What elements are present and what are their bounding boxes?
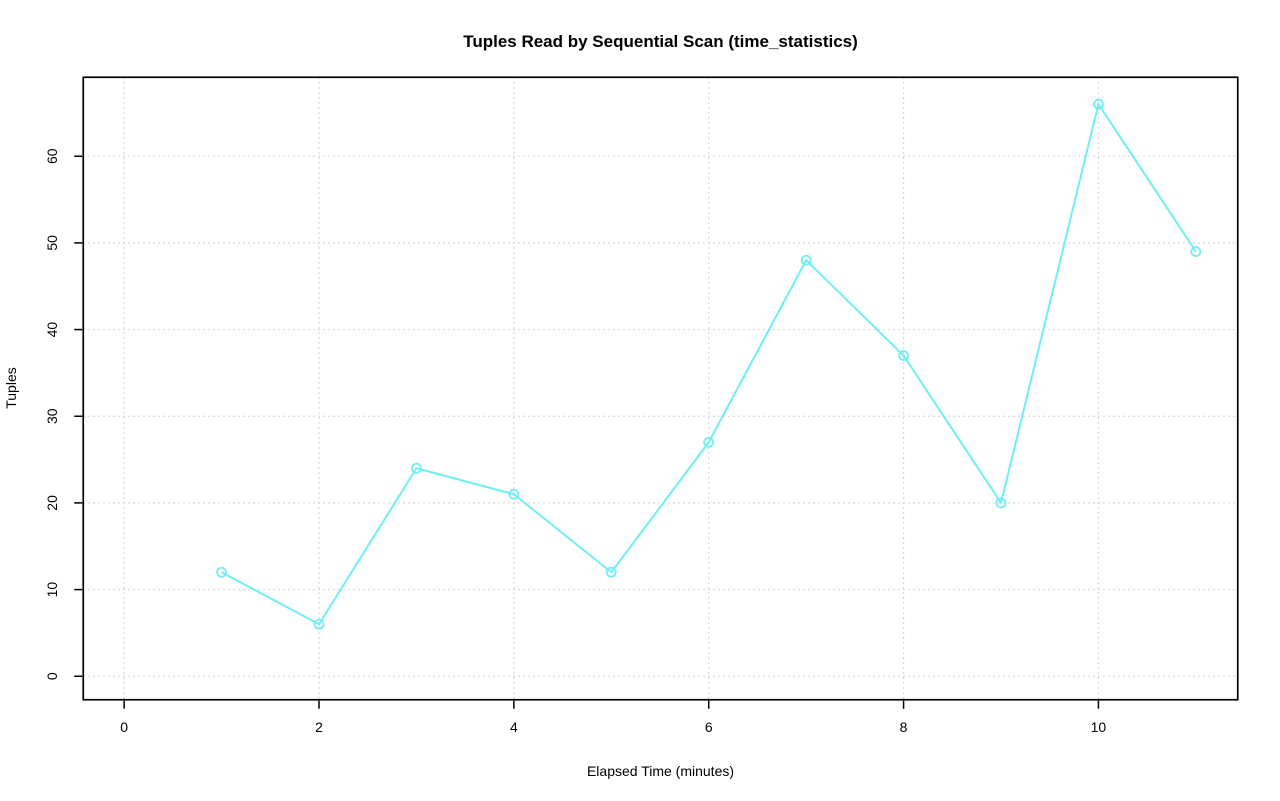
data-point [313, 618, 325, 630]
series-line [221, 103, 1197, 626]
y-tick-label: 60 [44, 148, 60, 164]
chart-title: Tuples Read by Sequential Scan (time_sta… [463, 32, 858, 51]
x-axis-label: Elapsed Time (minutes) [586, 763, 735, 779]
y-tick-label: 20 [44, 495, 60, 511]
data-point [703, 436, 715, 448]
plot-border [82, 76, 1239, 701]
y-tick-label: 0 [44, 672, 60, 680]
y-tick-label: 10 [44, 582, 60, 598]
x-tick-label: 10 [1091, 719, 1107, 735]
y-axis-label: Tuples [3, 367, 19, 409]
data-point [1190, 246, 1202, 257]
data-point [800, 254, 812, 266]
data-point [898, 350, 909, 361]
data-point [995, 497, 1007, 509]
data-point [605, 566, 617, 578]
x-tick-label: 4 [510, 719, 518, 735]
data-point [411, 462, 422, 474]
x-tick-label: 8 [900, 719, 908, 735]
y-tick-label: 50 [44, 235, 60, 251]
y-tick-label: 40 [44, 322, 60, 338]
x-tick-label: 2 [315, 719, 323, 735]
y-tick-label: 30 [44, 408, 60, 424]
data-point [216, 566, 227, 578]
data-point [508, 488, 520, 500]
x-tick-label: 0 [120, 719, 128, 735]
x-tick-label: 6 [705, 719, 713, 735]
data-point [1093, 98, 1104, 110]
